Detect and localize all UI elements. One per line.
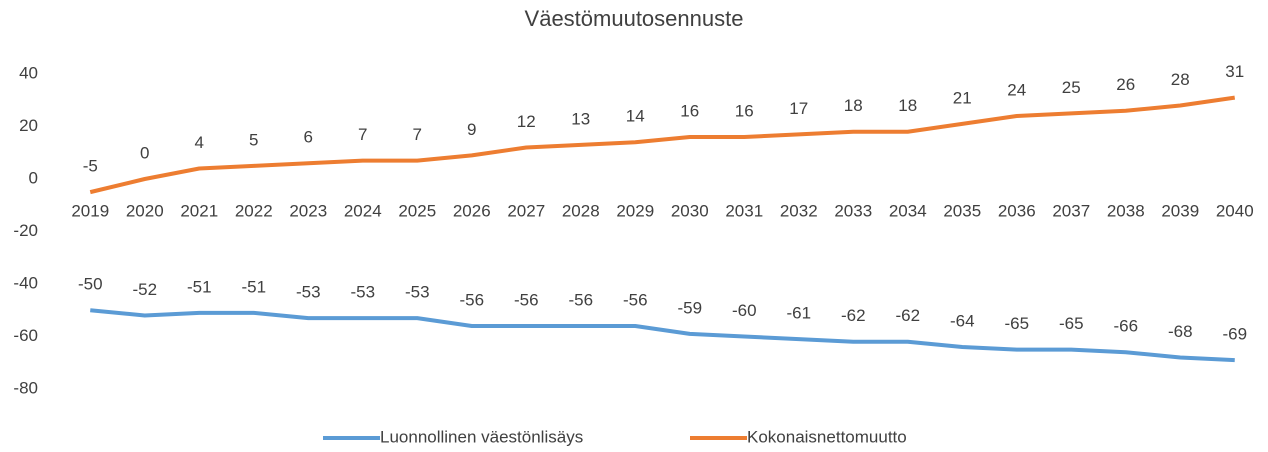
y-tick-label: -20 — [13, 221, 38, 240]
x-tick-label: 2020 — [126, 201, 164, 220]
data-label: 26 — [1116, 75, 1135, 94]
chart-title: Väestömuutosennuste — [525, 6, 744, 31]
data-label: 7 — [413, 125, 422, 144]
data-label: -53 — [350, 283, 375, 302]
data-label: 14 — [626, 107, 645, 126]
data-label: -51 — [241, 277, 266, 296]
y-tick-label: -80 — [13, 378, 38, 397]
x-tick-label: 2037 — [1052, 201, 1090, 220]
data-label: 16 — [735, 101, 754, 120]
data-label: -65 — [1059, 314, 1084, 333]
x-tick-label: 2024 — [344, 201, 382, 220]
x-tick-label: 2038 — [1107, 201, 1145, 220]
y-tick-label: 0 — [29, 168, 38, 187]
data-label: 12 — [517, 112, 536, 131]
x-tick-label: 2031 — [725, 201, 763, 220]
y-tick-label: -40 — [13, 273, 38, 292]
x-tick-label: 2019 — [71, 201, 109, 220]
data-label: 0 — [140, 143, 149, 162]
x-tick-label: 2022 — [235, 201, 273, 220]
data-label: -66 — [1113, 317, 1138, 336]
x-tick-label: 2032 — [780, 201, 818, 220]
data-label: 28 — [1171, 70, 1190, 89]
data-label: -68 — [1168, 322, 1193, 341]
x-tick-label: 2029 — [616, 201, 654, 220]
data-label: 16 — [680, 101, 699, 120]
x-tick-label: 2036 — [998, 201, 1036, 220]
data-label: 5 — [249, 130, 258, 149]
data-label: -60 — [732, 301, 757, 320]
series-line — [90, 308, 1235, 363]
data-label: 21 — [953, 88, 972, 107]
data-label: -69 — [1222, 325, 1247, 344]
x-tick-label: 2040 — [1216, 201, 1254, 220]
data-label: 18 — [898, 96, 917, 115]
data-label: -56 — [514, 290, 539, 309]
x-tick-label: 2026 — [453, 201, 491, 220]
data-label: 9 — [467, 120, 476, 139]
data-label: -62 — [895, 306, 920, 325]
x-tick-label: 2039 — [1161, 201, 1199, 220]
data-label: 6 — [304, 128, 313, 147]
data-label: 25 — [1062, 78, 1081, 97]
data-label: 7 — [358, 125, 367, 144]
data-label: 24 — [1007, 80, 1026, 99]
data-label: -59 — [677, 298, 702, 317]
legend-label: Kokonaisnettomuutto — [747, 427, 907, 446]
legend-label: Luonnollinen väestönlisäys — [380, 427, 583, 446]
x-tick-label: 2028 — [562, 201, 600, 220]
data-label: -56 — [459, 290, 484, 309]
x-tick-label: 2027 — [507, 201, 545, 220]
data-label: -50 — [78, 275, 103, 294]
data-label: -52 — [132, 280, 157, 299]
x-tick-label: 2035 — [943, 201, 981, 220]
data-label: -61 — [786, 304, 811, 323]
data-label: -51 — [187, 277, 212, 296]
data-label: 17 — [789, 99, 808, 118]
x-tick-label: 2030 — [671, 201, 709, 220]
x-tick-label: 2034 — [889, 201, 927, 220]
data-label: -53 — [405, 283, 430, 302]
x-tick-label: 2025 — [398, 201, 436, 220]
data-label: -56 — [623, 290, 648, 309]
y-tick-label: -60 — [13, 326, 38, 345]
series-line — [89, 95, 1236, 195]
x-tick-label: 2033 — [834, 201, 872, 220]
x-tick-label: 2023 — [289, 201, 327, 220]
y-tick-label: 20 — [19, 116, 38, 135]
data-label: 31 — [1225, 62, 1244, 81]
y-tick-label: 40 — [19, 63, 38, 82]
x-tick-label: 2021 — [180, 201, 218, 220]
data-label: 18 — [844, 96, 863, 115]
data-label: -56 — [568, 290, 593, 309]
data-label: -53 — [296, 283, 321, 302]
data-label: 4 — [195, 133, 204, 152]
data-label: -62 — [841, 306, 866, 325]
data-label: -5 — [83, 157, 98, 176]
data-label: -65 — [1004, 314, 1029, 333]
data-label: -64 — [950, 311, 975, 330]
data-label: 13 — [571, 109, 590, 128]
